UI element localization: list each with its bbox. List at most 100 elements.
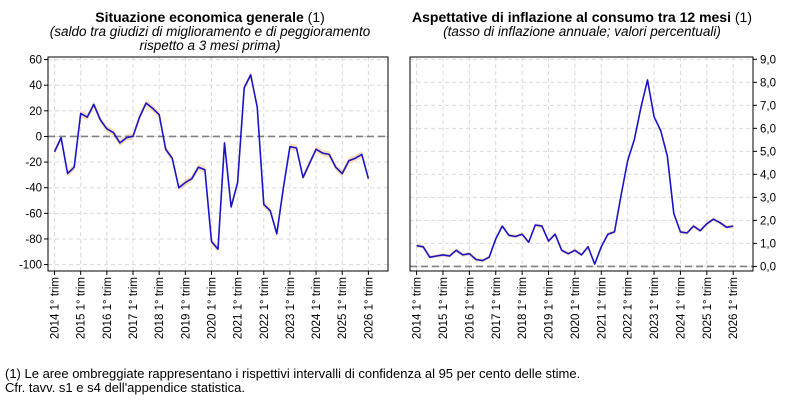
left-series-line <box>53 74 370 250</box>
right-xtick-label-0: 2014 1° trim <box>412 277 424 339</box>
right-xtick-label-8: 2022 1° trim <box>623 277 635 339</box>
left-data-point-14 <box>145 102 147 104</box>
right-xtick-label-12: 2026 1° trim <box>728 277 740 339</box>
right-data-point-10 <box>482 260 484 262</box>
right-data-point-8 <box>468 253 470 255</box>
left-xtick-label-0: 2014 1° trim <box>50 277 62 339</box>
right-data-point-15 <box>515 236 517 238</box>
left-chart-title: Situazione economica generale (1) (saldo… <box>20 10 400 53</box>
right-data-point-5 <box>449 255 451 257</box>
right-data-point-22 <box>561 249 563 251</box>
left-data-point-33 <box>269 210 271 212</box>
right-data-point-32 <box>627 160 629 162</box>
left-data-point-39 <box>309 162 311 164</box>
right-data-point-24 <box>574 249 576 251</box>
left-data-point-4 <box>80 112 82 114</box>
left-data-point-11 <box>126 137 128 139</box>
right-xtick-label-7: 2021 1° trim <box>596 277 608 339</box>
left-xtick-label-3: 2017 1° trim <box>128 277 140 339</box>
left-data-point-17 <box>165 148 167 150</box>
right-data-point-6 <box>455 249 457 251</box>
right-data-point-42 <box>693 225 695 227</box>
left-data-point-24 <box>211 241 213 243</box>
right-data-point-28 <box>600 246 602 248</box>
left-xtick-label-9: 2023 1° trim <box>285 277 297 339</box>
right-data-point-31 <box>620 194 622 196</box>
left-xtick-label-4: 2018 1° trim <box>154 277 166 339</box>
right-xtick-label-4: 2018 1° trim <box>517 277 529 339</box>
right-xtick-label-11: 2025 1° trim <box>702 277 714 339</box>
left-ytick-label-5: -40 <box>25 183 42 195</box>
left-data-point-26 <box>224 142 226 144</box>
left-data-point-5 <box>86 116 88 118</box>
right-ytick-label-9: 0,0 <box>760 261 776 273</box>
left-data-point-34 <box>276 233 278 235</box>
left-ytick-label-3: 0 <box>36 131 42 143</box>
right-data-point-37 <box>660 130 662 132</box>
left-ytick-label-4: -20 <box>25 157 42 169</box>
right-data-point-21 <box>554 233 556 235</box>
footnote-confidence-intervals: (1) Le aree ombreggiate rappresentano i … <box>5 366 581 381</box>
left-data-point-43 <box>335 166 337 168</box>
right-xtick-label-10: 2024 1° trim <box>675 277 687 339</box>
left-data-point-37 <box>296 147 298 149</box>
right-chart-title-note: (1) <box>730 9 752 25</box>
left-data-point-47 <box>361 153 363 155</box>
right-data-point-4 <box>442 254 444 256</box>
right-data-point-41 <box>686 232 688 234</box>
right-data-point-19 <box>541 225 543 227</box>
left-data-point-40 <box>315 148 317 150</box>
left-data-point-32 <box>263 203 265 205</box>
right-ytick-label-2: 7,0 <box>760 100 776 112</box>
left-xtick-label-12: 2026 1° trim <box>363 277 375 339</box>
right-data-point-29 <box>607 233 609 235</box>
left-data-point-9 <box>112 132 114 134</box>
left-data-point-22 <box>197 166 199 168</box>
right-data-point-43 <box>699 230 701 232</box>
left-chart-title-text: Situazione economica generale <box>95 9 304 25</box>
right-ytick-label-0: 9,0 <box>760 54 776 66</box>
right-data-point-33 <box>633 139 635 141</box>
left-data-point-10 <box>119 142 121 144</box>
left-ytick-label-2: 20 <box>29 106 42 118</box>
right-data-point-16 <box>521 233 523 235</box>
right-data-point-46 <box>719 222 721 224</box>
right-xtick-label-9: 2023 1° trim <box>649 277 661 339</box>
left-data-point-15 <box>152 107 154 109</box>
right-data-point-23 <box>567 253 569 255</box>
left-data-point-27 <box>230 206 232 208</box>
right-chart-title: Aspettative di inflazione al consumo tra… <box>392 10 772 39</box>
left-xtick-label-11: 2025 1° trim <box>337 277 349 339</box>
right-data-point-44 <box>706 223 708 225</box>
left-data-point-41 <box>322 152 324 154</box>
left-data-point-7 <box>99 119 101 121</box>
right-xtick-label-5: 2019 1° trim <box>544 277 556 339</box>
right-data-point-48 <box>732 225 734 227</box>
right-xtick-label-6: 2020 1° trim <box>570 277 582 339</box>
right-data-point-47 <box>726 226 728 228</box>
left-data-point-31 <box>256 106 258 108</box>
right-data-point-35 <box>647 79 649 81</box>
left-data-point-30 <box>250 74 252 76</box>
right-data-point-39 <box>673 213 675 215</box>
right-data-point-30 <box>614 231 616 233</box>
right-data-point-20 <box>548 240 550 242</box>
left-ytick-label-0: 60 <box>29 55 42 67</box>
right-ytick-label-8: 1,0 <box>760 238 776 250</box>
left-data-point-16 <box>158 114 160 116</box>
left-data-point-29 <box>243 87 245 89</box>
left-chart-subtitle-1: (saldo tra giudizi di miglioramento e di… <box>49 24 371 39</box>
left-data-point-42 <box>328 153 330 155</box>
right-data-point-12 <box>495 238 497 240</box>
right-ytick-label-4: 5,0 <box>760 146 776 158</box>
right-plot-frame <box>409 56 754 272</box>
left-data-point-8 <box>106 128 108 130</box>
right-chart-title-text: Aspettative di inflazione al consumo tra… <box>412 9 731 25</box>
left-ytick-label-7: -80 <box>25 234 42 246</box>
left-data-point-45 <box>348 160 350 162</box>
right-series-line <box>416 79 734 265</box>
left-data-point-48 <box>367 178 369 180</box>
right-ytick-label-5: 4,0 <box>760 169 776 181</box>
right-ytick-label-3: 6,0 <box>760 123 776 135</box>
